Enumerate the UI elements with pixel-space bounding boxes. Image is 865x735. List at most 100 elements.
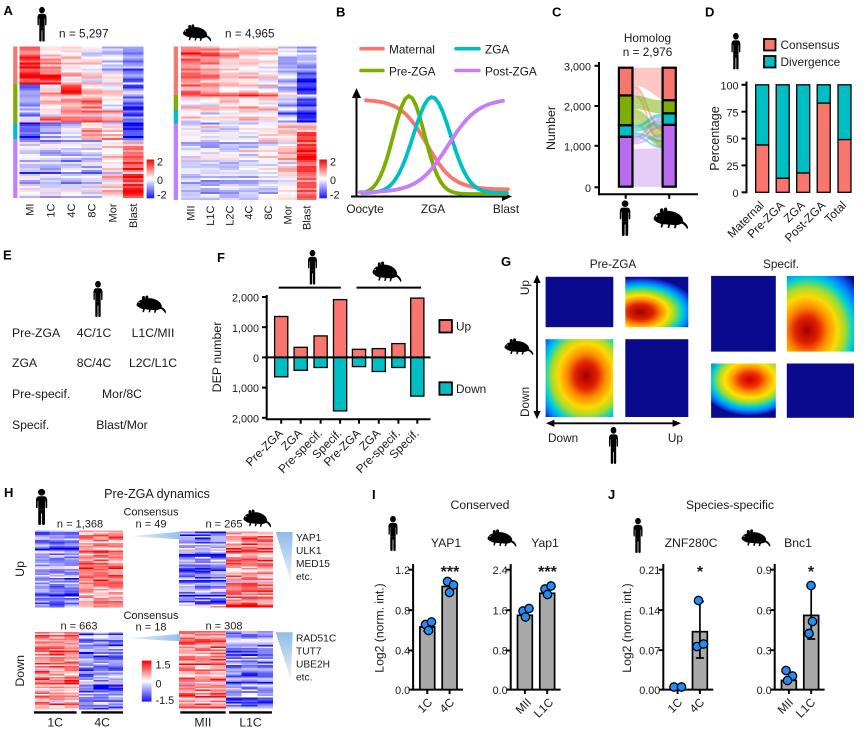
svg-text:Oocyte: Oocyte (346, 202, 384, 216)
svg-text:2: 2 (330, 156, 336, 168)
svg-text:n = 2,976: n = 2,976 (623, 45, 673, 59)
svg-text:Specif.: Specif. (763, 257, 799, 271)
svg-text:0: 0 (585, 183, 591, 195)
svg-text:Up: Up (13, 561, 27, 577)
svg-text:0.6: 0.6 (757, 605, 772, 617)
svg-text:0.8: 0.8 (395, 605, 410, 617)
svg-text:Down: Down (518, 387, 532, 417)
svg-text:A: A (4, 3, 14, 18)
svg-text:0.9: 0.9 (757, 565, 772, 577)
svg-text:Blast: Blast (493, 202, 520, 216)
svg-text:F: F (217, 250, 225, 265)
svg-text:Post-ZGA: Post-ZGA (485, 64, 537, 78)
svg-text:n = 1,368: n = 1,368 (57, 519, 103, 531)
svg-text:Pre-ZGA: Pre-ZGA (590, 257, 637, 271)
svg-text:Pre-ZGA: Pre-ZGA (389, 64, 436, 78)
svg-text:n = 18: n = 18 (136, 622, 167, 634)
svg-text:Homolog: Homolog (624, 31, 671, 45)
svg-text:Mor: Mor (282, 205, 294, 224)
svg-text:-2: -2 (157, 190, 167, 202)
svg-text:DEP number: DEP number (210, 322, 224, 393)
svg-text:8C: 8C (263, 205, 275, 219)
svg-text:MI: MI (25, 204, 37, 216)
svg-text:I: I (372, 487, 376, 502)
svg-text:B: B (336, 5, 345, 20)
svg-text:L1C: L1C (205, 205, 217, 225)
svg-text:ZGA: ZGA (12, 356, 38, 370)
svg-text:4C: 4C (66, 203, 78, 217)
svg-text:Pre-ZGA dynamics: Pre-ZGA dynamics (104, 487, 210, 501)
svg-text:*: * (808, 564, 815, 581)
svg-text:0: 0 (157, 175, 163, 187)
svg-text:YAP1: YAP1 (296, 533, 322, 544)
svg-text:-2: -2 (330, 190, 340, 202)
svg-text:0.3: 0.3 (757, 645, 772, 657)
svg-text:Conserved: Conserved (451, 498, 510, 512)
svg-text:TUT7: TUT7 (296, 647, 322, 658)
svg-text:n = 663: n = 663 (60, 621, 97, 633)
svg-text:n = 4,965: n = 4,965 (225, 27, 275, 41)
svg-text:0.07: 0.07 (639, 645, 660, 657)
svg-text:n = 49: n = 49 (136, 519, 167, 531)
svg-text:Pre-ZGA: Pre-ZGA (12, 326, 61, 340)
svg-text:UBE2H: UBE2H (296, 660, 330, 671)
svg-text:2,000: 2,000 (564, 102, 591, 114)
svg-text:1.6: 1.6 (493, 605, 508, 617)
svg-text:J: J (608, 487, 615, 502)
svg-text:Bnc1: Bnc1 (784, 536, 812, 550)
svg-text:Pre-specif.: Pre-specif. (12, 387, 70, 401)
svg-text:4C/1C: 4C/1C (77, 326, 112, 340)
svg-text:Blast/Mor: Blast/Mor (96, 418, 147, 432)
svg-text:Number: Number (544, 106, 558, 150)
svg-text:2.4: 2.4 (493, 565, 508, 577)
svg-text:Divergence: Divergence (781, 55, 841, 69)
svg-text:L2C/L1C: L2C/L1C (129, 356, 177, 370)
svg-text:8C/4C: 8C/4C (77, 356, 112, 370)
svg-text:Species-specific: Species-specific (686, 498, 774, 512)
svg-text:50: 50 (726, 134, 738, 146)
svg-text:Mor: Mor (107, 203, 119, 222)
svg-text:MII: MII (186, 206, 198, 221)
svg-text:Blast: Blast (128, 204, 140, 228)
svg-text:0.0: 0.0 (757, 685, 772, 697)
svg-text:*: * (697, 564, 704, 581)
svg-text:2: 2 (157, 156, 163, 168)
svg-text:2,000: 2,000 (232, 413, 259, 425)
svg-text:YAP1: YAP1 (431, 536, 461, 550)
svg-text:0.4: 0.4 (395, 646, 410, 658)
svg-text:4C: 4C (244, 205, 256, 219)
svg-text:Up: Up (518, 280, 532, 296)
svg-text:MED15: MED15 (296, 559, 330, 570)
svg-text:Consensus: Consensus (123, 610, 179, 622)
svg-text:-1.5: -1.5 (156, 695, 175, 707)
svg-text:0.00: 0.00 (639, 685, 660, 697)
svg-text:H: H (4, 485, 13, 500)
svg-text:1,000: 1,000 (232, 323, 259, 335)
svg-text:Up: Up (456, 320, 472, 334)
svg-text:0: 0 (732, 188, 738, 200)
svg-text:n = 308: n = 308 (205, 621, 242, 633)
svg-text:D: D (705, 5, 714, 20)
svg-text:1C: 1C (45, 203, 57, 217)
svg-text:RAD51C: RAD51C (296, 634, 336, 645)
svg-text:0.0: 0.0 (493, 685, 508, 697)
svg-text:25: 25 (726, 161, 738, 173)
svg-text:0: 0 (253, 353, 259, 365)
svg-text:2,000: 2,000 (232, 293, 259, 305)
svg-text:C: C (552, 5, 562, 20)
svg-text:etc.: etc. (296, 572, 312, 583)
svg-text:0.0: 0.0 (395, 685, 410, 697)
svg-text:etc.: etc. (296, 673, 312, 684)
svg-text:1C: 1C (47, 716, 63, 730)
svg-text:ULK1: ULK1 (296, 546, 322, 557)
svg-text:***: *** (441, 564, 460, 581)
svg-text:1,000: 1,000 (232, 383, 259, 395)
svg-text:MII: MII (194, 716, 211, 730)
svg-text:0: 0 (156, 679, 162, 691)
svg-text:Yap1: Yap1 (531, 536, 559, 550)
svg-text:0.8: 0.8 (493, 646, 508, 658)
svg-text:Specif.: Specif. (12, 418, 49, 432)
svg-text:75: 75 (726, 107, 738, 119)
svg-text:G: G (501, 254, 511, 269)
svg-text:Mor/8C: Mor/8C (102, 387, 142, 401)
